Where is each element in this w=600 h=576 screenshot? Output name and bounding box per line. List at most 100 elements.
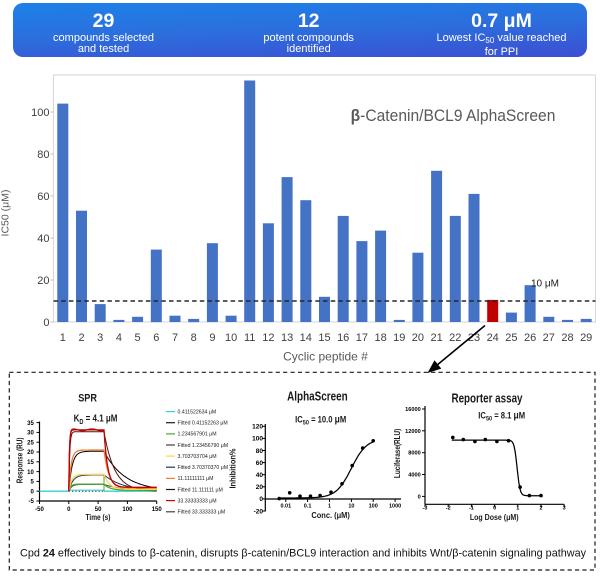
svg-text:3: 3 [97, 332, 103, 344]
svg-text:40: 40 [256, 472, 264, 479]
svg-text:40: 40 [37, 233, 49, 245]
svg-text:KD = 4.1 μM: KD = 4.1 μM [74, 413, 118, 426]
svg-text:20: 20 [37, 275, 49, 287]
svg-text:β-Catenin/BCL9 AlphaScreen: β-Catenin/BCL9 AlphaScreen [351, 106, 556, 125]
svg-text:Reporter assay: Reporter assay [451, 392, 523, 406]
svg-text:24: 24 [487, 332, 499, 344]
svg-text:-50: -50 [35, 507, 44, 513]
svg-text:15: 15 [27, 460, 34, 466]
svg-text:15: 15 [318, 332, 330, 344]
svg-text:100: 100 [252, 436, 263, 443]
svg-text:0: 0 [259, 496, 263, 503]
svg-text:Fitted 3.70370370 μM: Fitted 3.70370370 μM [178, 465, 229, 471]
svg-text:28: 28 [561, 332, 573, 344]
svg-text:22: 22 [449, 332, 461, 344]
svg-text:8: 8 [191, 332, 197, 344]
svg-text:0.411522634 μM: 0.411522634 μM [178, 409, 217, 415]
svg-text:1000: 1000 [389, 504, 401, 510]
svg-text:0.1: 0.1 [304, 504, 312, 510]
svg-text:Cpd 24 effectively binds to β-: Cpd 24 effectively binds to β-catenin, d… [20, 547, 587, 559]
svg-text:10: 10 [348, 504, 354, 510]
svg-text:2: 2 [539, 506, 542, 512]
svg-text:60: 60 [256, 460, 264, 467]
svg-text:80: 80 [37, 149, 49, 161]
svg-text:5: 5 [135, 332, 141, 344]
svg-text:AlphaScreen: AlphaScreen [287, 391, 348, 404]
svg-text:29: 29 [580, 332, 592, 344]
svg-text:11.11111111 μM: 11.11111111 μM [178, 476, 214, 482]
svg-text:120: 120 [252, 424, 263, 431]
svg-text:18: 18 [374, 332, 386, 344]
svg-text:19: 19 [393, 332, 405, 344]
svg-text:16000: 16000 [405, 407, 421, 413]
svg-text:5: 5 [30, 480, 34, 486]
svg-text:0: 0 [493, 506, 496, 512]
svg-text:-3: -3 [423, 506, 428, 512]
svg-text:-1: -1 [469, 506, 474, 512]
svg-text:1: 1 [60, 332, 66, 344]
svg-text:11: 11 [244, 332, 255, 344]
svg-text:25: 25 [27, 440, 34, 446]
svg-text:-20: -20 [254, 508, 264, 515]
svg-text:Fitted 0.41152263 μM: Fitted 0.41152263 μM [178, 421, 228, 427]
svg-text:100: 100 [122, 507, 133, 513]
svg-text:26: 26 [524, 332, 536, 344]
svg-text:0: 0 [30, 489, 34, 495]
svg-text:25: 25 [505, 332, 517, 344]
svg-text:Fitted 1.23456790 μM: Fitted 1.23456790 μM [178, 443, 229, 449]
svg-text:1: 1 [328, 504, 331, 510]
svg-text:IC50 = 8.1 μM: IC50 = 8.1 μM [478, 410, 525, 423]
svg-text:10: 10 [225, 332, 237, 344]
svg-text:20: 20 [256, 484, 264, 491]
svg-text:7: 7 [172, 332, 178, 344]
svg-text:14: 14 [300, 332, 312, 344]
svg-text:10: 10 [27, 470, 34, 476]
svg-text:16: 16 [337, 332, 349, 344]
svg-text:-5: -5 [28, 499, 34, 505]
svg-text:21: 21 [430, 332, 442, 344]
svg-text:6: 6 [153, 332, 159, 344]
svg-text:2: 2 [78, 332, 84, 344]
svg-text:50: 50 [95, 507, 102, 513]
svg-text:0: 0 [418, 494, 421, 500]
svg-text:10 μM: 10 μM [531, 279, 559, 290]
svg-text:3.703703704 μM: 3.703703704 μM [178, 454, 217, 460]
svg-text:3: 3 [563, 506, 566, 512]
svg-text:-2: -2 [446, 506, 451, 512]
svg-text:1.234567901 μM: 1.234567901 μM [178, 432, 217, 438]
svg-text:Time (s): Time (s) [86, 512, 111, 522]
svg-text:SPR: SPR [78, 393, 97, 405]
svg-text:Log Dose (μM): Log Dose (μM) [470, 512, 519, 522]
svg-text:4: 4 [116, 332, 122, 344]
svg-text:100: 100 [369, 504, 378, 510]
svg-text:27: 27 [543, 332, 555, 344]
svg-text:Fitted 11.111111 μM: Fitted 11.111111 μM [178, 487, 223, 493]
svg-text:12: 12 [262, 332, 274, 344]
svg-text:60: 60 [37, 191, 49, 203]
svg-text:Response (RU): Response (RU) [15, 437, 25, 483]
svg-text:Cyclic peptide #: Cyclic peptide # [283, 350, 368, 364]
svg-text:IC50 = 10.0 μM: IC50 = 10.0 μM [295, 414, 346, 427]
svg-text:1: 1 [516, 506, 519, 512]
svg-text:9: 9 [209, 332, 215, 344]
svg-text:100: 100 [31, 107, 49, 119]
svg-text:4000: 4000 [408, 473, 420, 479]
svg-text:17: 17 [356, 332, 368, 344]
svg-text:0: 0 [43, 317, 49, 329]
svg-text:150: 150 [152, 507, 163, 513]
svg-text:8000: 8000 [408, 451, 420, 457]
svg-text:80: 80 [256, 448, 264, 455]
svg-text:Luciferase(RLU): Luciferase(RLU) [392, 428, 402, 478]
svg-text:Inhibition%: Inhibition% [228, 448, 237, 488]
svg-text:23: 23 [468, 332, 480, 344]
svg-text:30: 30 [27, 431, 34, 437]
svg-text:12000: 12000 [405, 429, 421, 435]
svg-text:13: 13 [281, 332, 293, 344]
svg-text:33.33333333 μM: 33.33333333 μM [178, 498, 217, 504]
svg-text:Conc. (μM): Conc. (μM) [311, 511, 350, 520]
svg-text:Fitted 33.333333 μM: Fitted 33.333333 μM [178, 510, 226, 516]
svg-text:0: 0 [67, 507, 71, 513]
svg-text:IC50 (μM): IC50 (μM) [0, 190, 12, 237]
svg-text:0.01: 0.01 [280, 504, 291, 510]
svg-text:20: 20 [412, 332, 424, 344]
